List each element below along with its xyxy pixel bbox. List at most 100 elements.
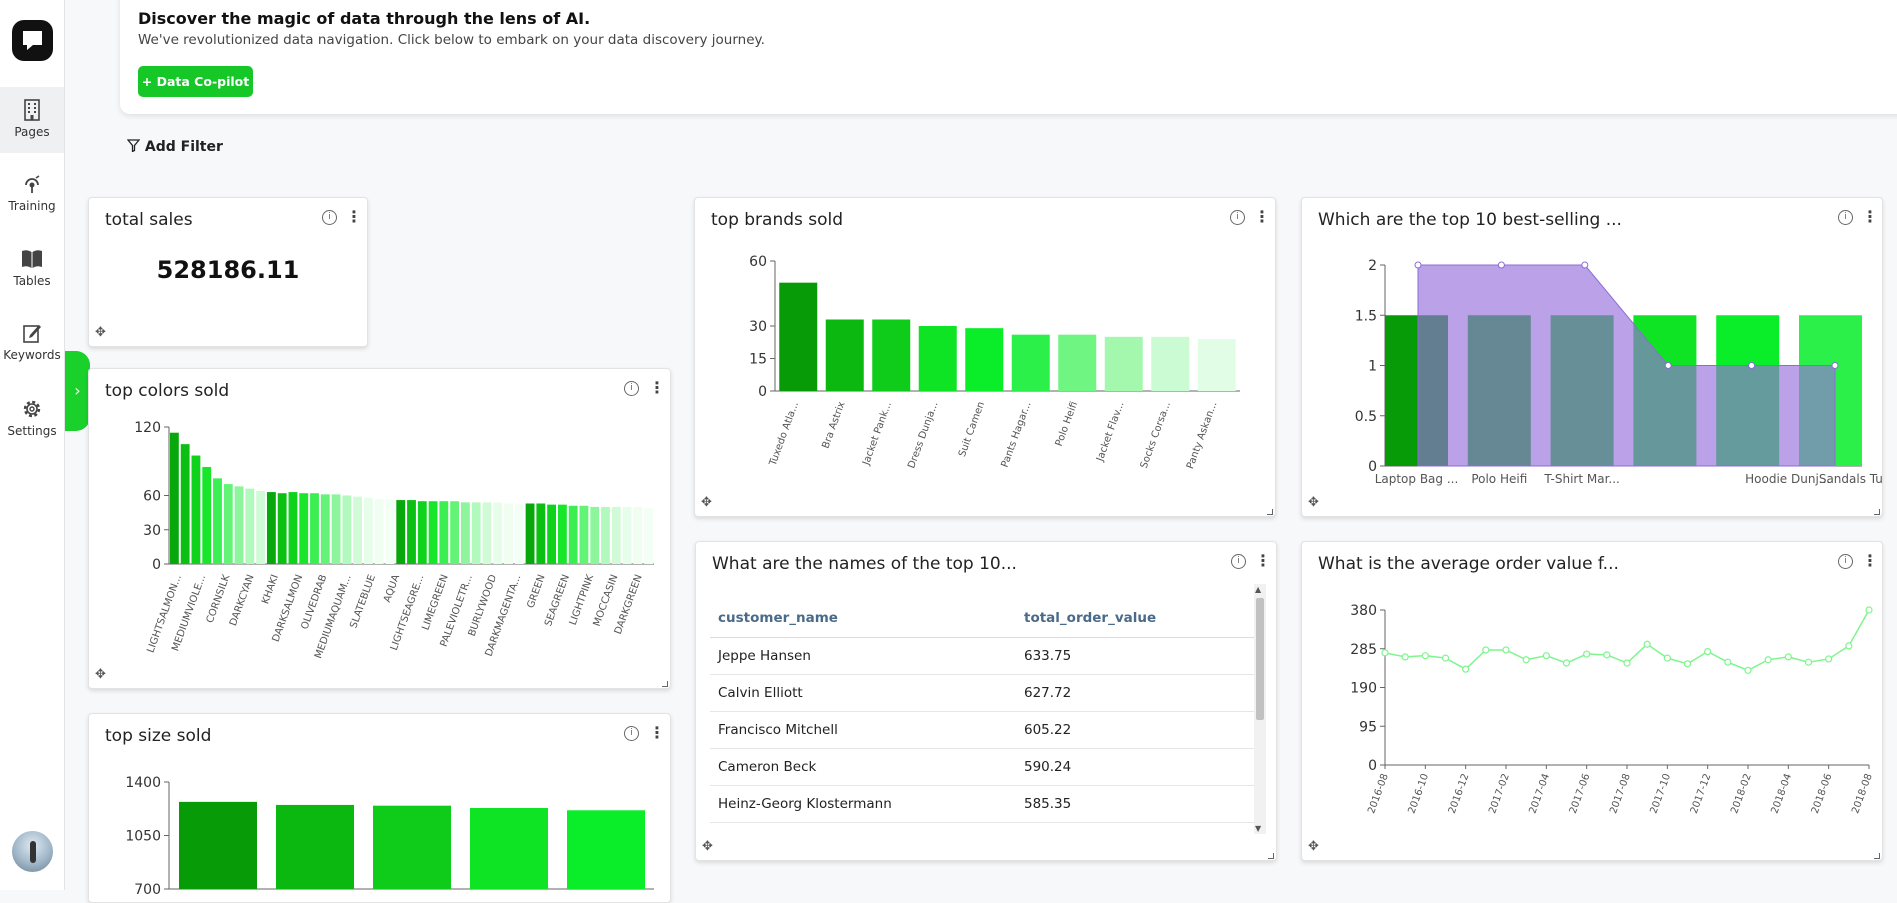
bar (202, 466, 212, 564)
line-point (1845, 642, 1853, 650)
bar (622, 506, 632, 564)
kebab-menu-icon[interactable]: ⋮ (346, 207, 362, 226)
table-cell: 605.22 (1016, 711, 1262, 749)
bar (169, 432, 179, 564)
y-tick-label: 1 (1368, 359, 1377, 375)
x-tick-label: CORNSILK (205, 573, 233, 625)
line-point (1522, 656, 1530, 664)
x-tick-label: 2018-06 (1810, 772, 1835, 815)
bar (277, 493, 287, 564)
column-header[interactable]: total_order_value (1016, 600, 1262, 638)
resize-handle[interactable] (1874, 509, 1880, 515)
kebab-menu-icon[interactable]: ⋮ (1254, 207, 1270, 226)
x-tick-label: Hoodie Dunj... (1745, 472, 1830, 486)
x-tick-label: Polo Heifi (1471, 472, 1527, 486)
move-icon[interactable]: ✥ (95, 325, 106, 340)
sidebar-item-pages[interactable]: Pages (0, 87, 64, 153)
avatar[interactable] (12, 831, 53, 872)
scroll-up-icon[interactable]: ▲ (1255, 585, 1262, 594)
bar (471, 502, 481, 564)
bar (385, 498, 395, 564)
x-tick-label: T-Shirt Mar... (1543, 472, 1620, 486)
bar (547, 504, 557, 564)
x-tick-label: Bra Astrix (820, 400, 847, 450)
y-tick-label: 60 (143, 489, 161, 505)
line-point (1421, 652, 1429, 660)
line-point (1825, 655, 1833, 663)
info-icon[interactable]: i (1231, 554, 1246, 569)
sidebar-item-label: Keywords (3, 348, 61, 362)
resize-handle[interactable] (1267, 509, 1273, 515)
y-tick-label: 700 (134, 882, 161, 898)
bar (374, 498, 384, 564)
x-tick-label: GREEN (525, 573, 547, 609)
table-cell: Francisco Mitchell (710, 711, 1016, 749)
resize-handle[interactable] (1874, 853, 1880, 859)
x-tick-label: Socks Corsa... (1139, 400, 1173, 470)
y-tick-label: 285 (1350, 642, 1377, 658)
x-tick-label: Jacket Pank... (861, 400, 894, 467)
info-icon[interactable]: i (1838, 210, 1853, 225)
bar (223, 484, 233, 564)
kebab-menu-icon[interactable]: ⋮ (649, 723, 665, 742)
area-point (1581, 261, 1589, 269)
sidebar-item-tables[interactable]: Tables (0, 236, 64, 302)
card-avg-order: What is the average order value f... i ⋮… (1301, 541, 1883, 861)
table-row: Heinz-Georg Klostermann 585.35 (710, 785, 1262, 823)
bar (514, 503, 524, 564)
x-tick-label: 2018-02 (1729, 772, 1754, 815)
table-scrollbar[interactable]: ▲ ▼ (1254, 584, 1266, 834)
area-point (1414, 261, 1422, 269)
area-point (1748, 362, 1756, 369)
bar (557, 504, 567, 564)
scroll-down-icon[interactable]: ▼ (1255, 824, 1262, 833)
x-tick-label: 2017-12 (1689, 772, 1714, 815)
move-icon[interactable]: ✥ (701, 495, 712, 510)
column-header[interactable]: customer_name (710, 600, 1016, 638)
banner-title: Discover the magic of data through the l… (138, 9, 591, 28)
add-filter-button[interactable]: Add Filter (126, 139, 223, 155)
info-icon[interactable]: i (1230, 210, 1245, 225)
card-title: Which are the top 10 best-selling ... (1318, 210, 1622, 230)
kebab-menu-icon[interactable]: ⋮ (1862, 207, 1878, 226)
resize-handle[interactable] (1268, 853, 1274, 859)
move-icon[interactable]: ✥ (1308, 839, 1319, 854)
bar (1151, 336, 1190, 391)
kebab-menu-icon[interactable]: ⋮ (1862, 551, 1878, 570)
x-tick-label: KHAKI (260, 573, 281, 605)
line-point (1441, 654, 1450, 662)
info-icon[interactable]: i (624, 381, 639, 396)
bar (363, 497, 373, 564)
info-icon[interactable]: i (322, 210, 337, 225)
gear-icon (23, 400, 41, 418)
bar (536, 503, 546, 564)
resize-handle[interactable] (662, 681, 668, 687)
move-icon[interactable]: ✥ (95, 667, 106, 682)
table-cell: 633.75 (1016, 637, 1262, 675)
y-tick-label: 95 (1359, 719, 1377, 735)
info-icon[interactable]: i (1838, 554, 1853, 569)
sidebar-item-settings[interactable]: Settings (0, 386, 64, 452)
kebab-menu-icon[interactable]: ⋮ (1255, 551, 1271, 570)
area-point (1497, 261, 1505, 269)
move-icon[interactable]: ✥ (1308, 495, 1319, 510)
app-logo[interactable] (12, 20, 53, 61)
scroll-thumb[interactable] (1256, 598, 1264, 720)
x-tick-label: MOCCASIN (592, 573, 621, 628)
x-tick-label: SEAGREEN (543, 573, 572, 628)
y-tick-label: 1050 (125, 829, 161, 845)
y-tick-label: 380 (1350, 603, 1377, 619)
expand-panel-button[interactable]: › (65, 351, 90, 431)
bar (417, 501, 427, 564)
sidebar-item-label: Settings (7, 424, 57, 438)
move-icon[interactable]: ✥ (702, 839, 713, 854)
bar (373, 805, 451, 889)
kpi-value: 528186.11 (156, 256, 300, 284)
info-icon[interactable]: i (624, 726, 639, 741)
kebab-menu-icon[interactable]: ⋮ (649, 378, 665, 397)
x-tick-label: 2016-08 (1366, 772, 1391, 815)
sidebar-item-training[interactable]: Training (0, 161, 64, 227)
sidebar-item-label: Pages (14, 125, 50, 139)
data-copilot-button[interactable]: + Data Co-pilot (138, 66, 253, 97)
sidebar-item-keywords[interactable]: Keywords (0, 310, 64, 376)
